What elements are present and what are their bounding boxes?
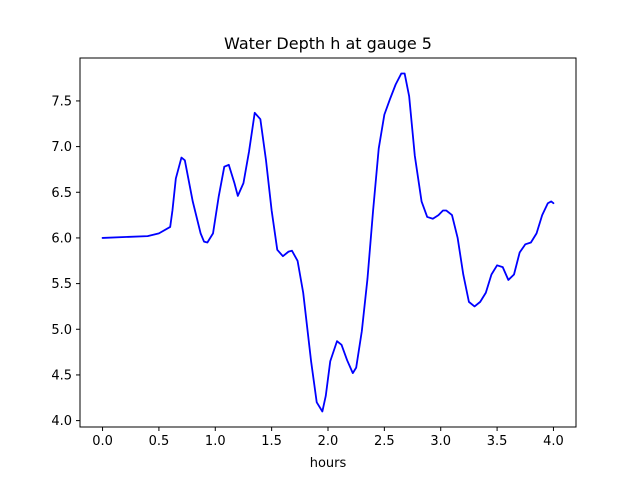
x-axis: 0.0 0.5 1.0 1.5 2.0 2.5 3.0 3.5 4.0 bbox=[92, 427, 564, 449]
x-tick-label: 1.5 bbox=[261, 434, 282, 449]
y-tick-label: 7.0 bbox=[51, 140, 72, 155]
y-tick-label: 6.5 bbox=[51, 186, 72, 201]
y-tick-label: 5.5 bbox=[51, 277, 72, 292]
x-tick-label: 0.5 bbox=[149, 434, 170, 449]
y-tick-label: 4.5 bbox=[51, 368, 72, 383]
x-tick-label: 3.0 bbox=[430, 434, 451, 449]
x-tick-label: 3.5 bbox=[487, 434, 508, 449]
data-layer bbox=[101, 72, 555, 413]
x-tick-label: 1.0 bbox=[205, 434, 226, 449]
y-tick-label: 5.0 bbox=[51, 323, 72, 338]
chart-title: Water Depth h at gauge 5 bbox=[224, 34, 432, 53]
x-tick-label: 4.0 bbox=[543, 434, 564, 449]
y-axis: 4.0 4.5 5.0 5.5 6.0 6.5 7.0 7.5 bbox=[51, 94, 80, 429]
x-tick-label: 0.0 bbox=[92, 434, 113, 449]
x-tick-label: 2.0 bbox=[318, 434, 339, 449]
y-tick-label: 6.0 bbox=[51, 231, 72, 246]
y-tick-label: 4.0 bbox=[51, 414, 72, 429]
x-axis-label: hours bbox=[310, 456, 347, 471]
x-tick-label: 2.5 bbox=[374, 434, 395, 449]
series-line-0 bbox=[101, 72, 555, 413]
y-tick-label: 7.5 bbox=[51, 94, 72, 109]
